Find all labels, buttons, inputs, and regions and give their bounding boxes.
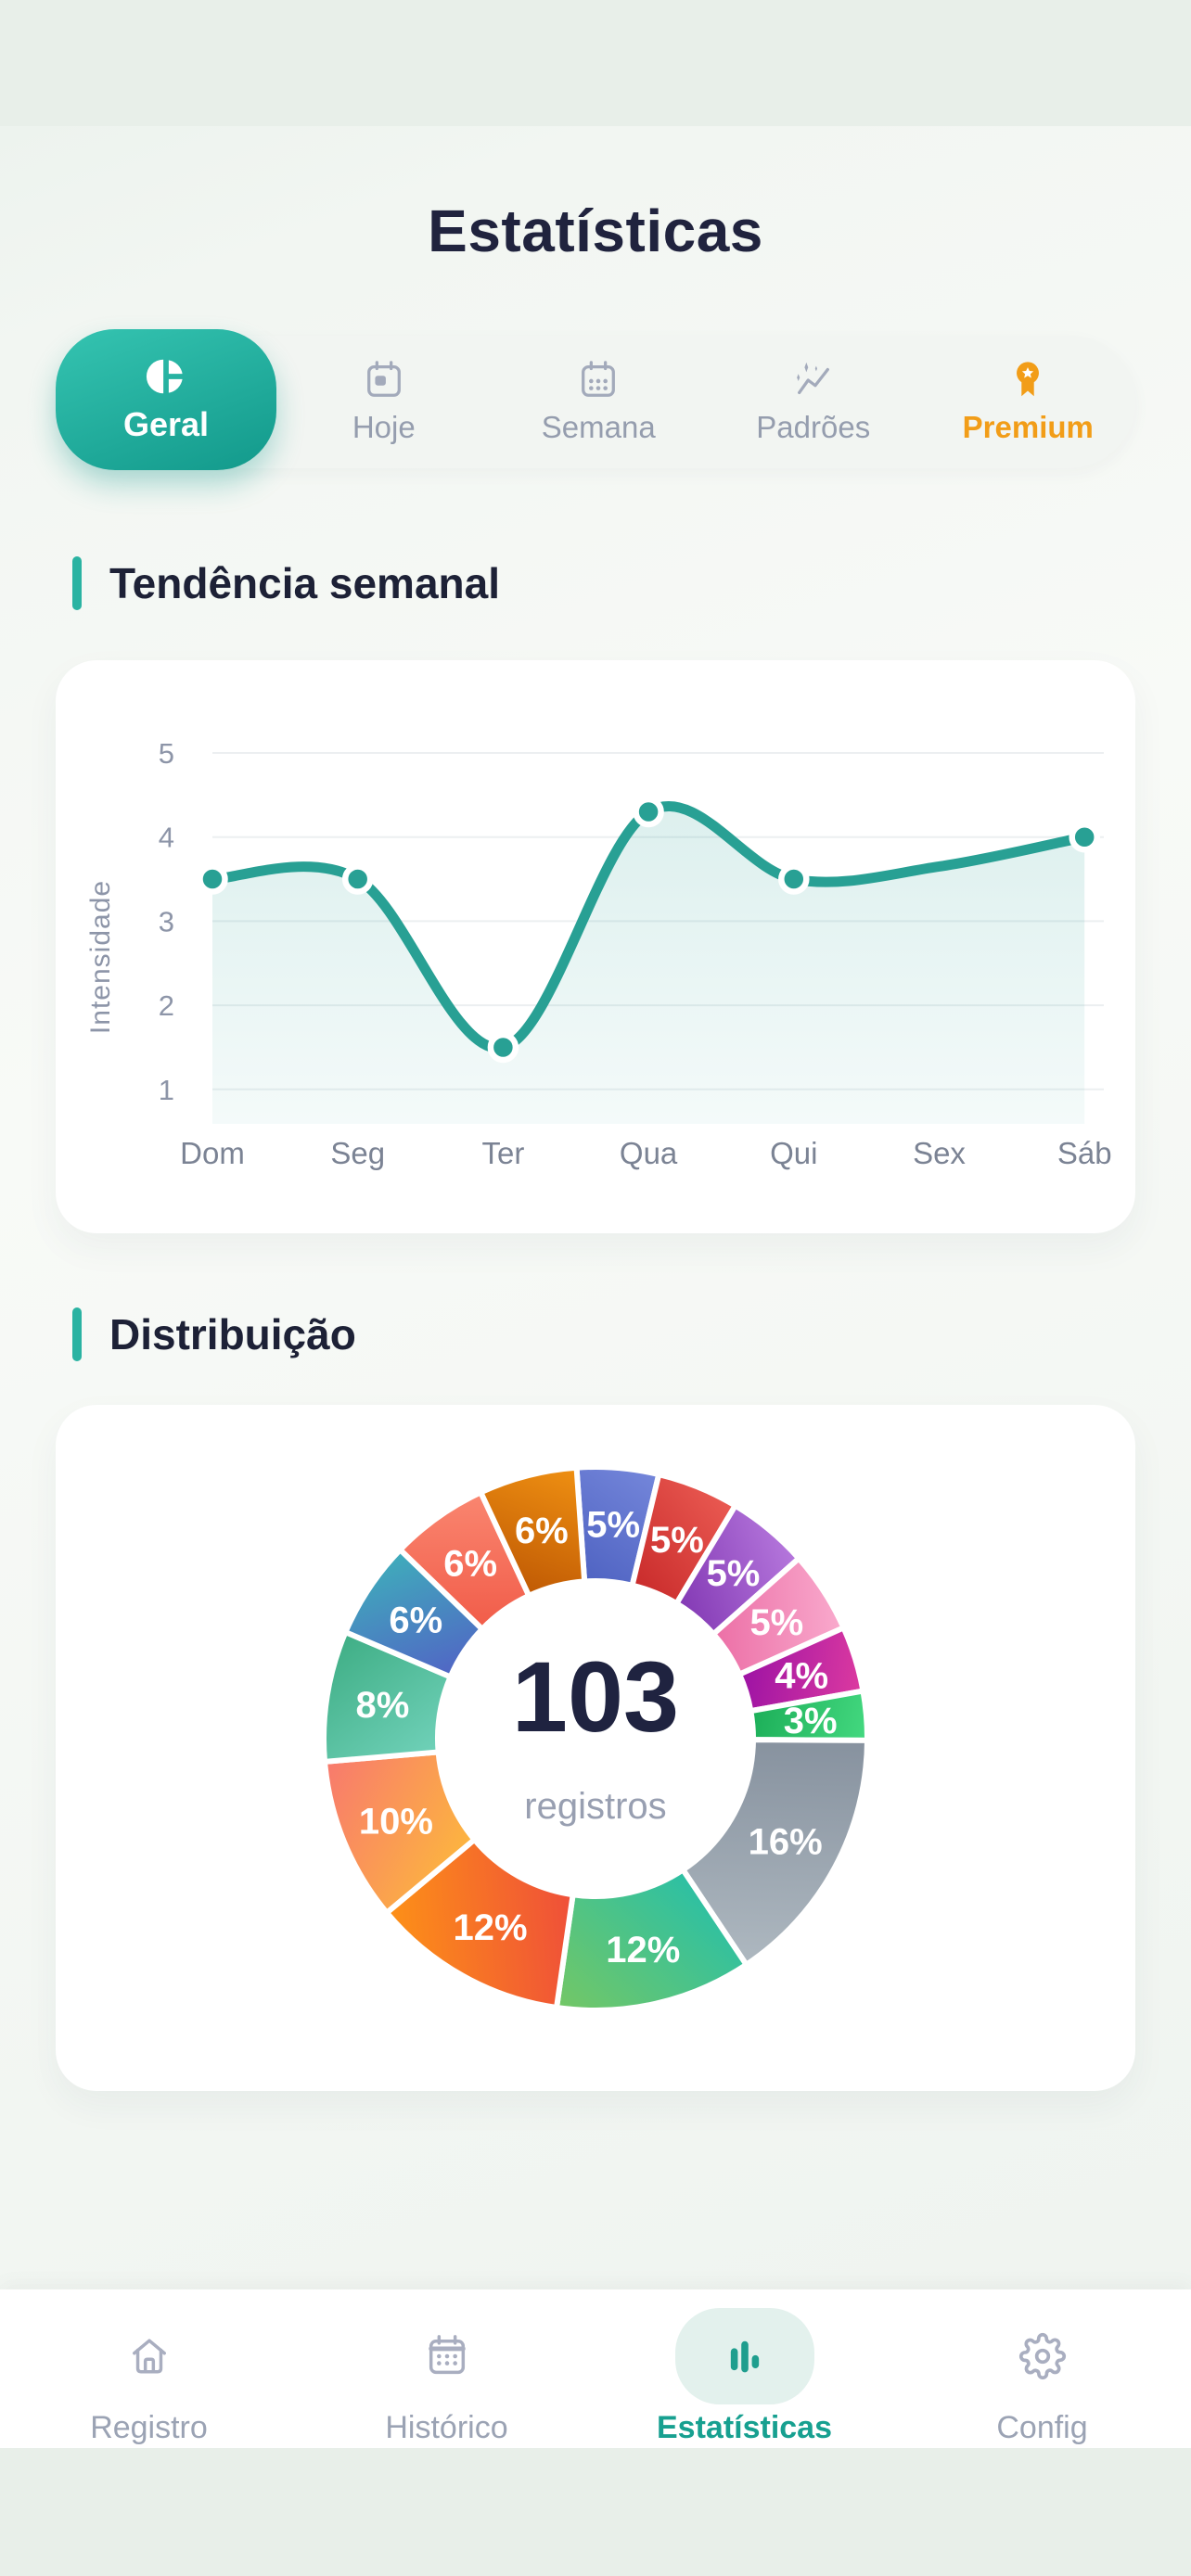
tab-padroes[interactable]: Padrões <box>706 359 921 445</box>
bar-chart-icon <box>674 2308 814 2404</box>
distribution-donut-chart: 5% 5% 5% 5% 4% 3% 16% 12% 12% 10% 8% 6% 6% 6% 103 regis… <box>56 1405 1135 2091</box>
svg-text:Ter: Ter <box>481 1136 524 1170</box>
svg-text:6%: 6% <box>515 1511 569 1551</box>
svg-text:8%: 8% <box>356 1685 410 1726</box>
home-icon <box>80 2308 219 2404</box>
svg-text:12%: 12% <box>454 1907 528 1948</box>
nav-item-estatisticas[interactable]: Estatísticas <box>596 2289 893 2448</box>
nav-label: Estatísticas <box>657 2410 832 2445</box>
svg-text:Qui: Qui <box>770 1136 817 1170</box>
home-indicator-area <box>0 2448 1191 2576</box>
status-bar-area <box>0 0 1191 126</box>
tab-label: Hoje <box>352 410 416 444</box>
svg-text:Sáb: Sáb <box>1057 1136 1112 1170</box>
nav-label: Histórico <box>385 2410 508 2445</box>
tab-premium[interactable]: Premium <box>921 359 1136 445</box>
svg-text:Dom: Dom <box>180 1136 245 1170</box>
svg-text:5: 5 <box>159 737 174 770</box>
svg-text:Intensidade: Intensidade <box>85 880 116 1034</box>
tab-label: Semana <box>541 410 656 444</box>
svg-text:Seg: Seg <box>330 1136 385 1170</box>
svg-text:5%: 5% <box>650 1520 704 1561</box>
svg-text:1: 1 <box>159 1074 174 1106</box>
calendar-history-icon <box>378 2308 517 2404</box>
tab-geral[interactable]: Geral <box>56 329 276 470</box>
section-title: Distribuição <box>109 1310 356 1358</box>
calendar-day-icon <box>363 359 405 402</box>
nav-label: Registro <box>90 2410 208 2445</box>
svg-text:6%: 6% <box>443 1544 497 1585</box>
pie-chart-icon <box>145 355 187 398</box>
svg-text:6%: 6% <box>389 1600 442 1640</box>
bottom-nav: Registro Histórico <box>0 2289 1191 2448</box>
accent-bar <box>72 1307 82 1361</box>
medal-icon <box>1006 359 1049 402</box>
svg-text:4: 4 <box>159 822 174 854</box>
section-trend-heading: Tendência semanal <box>72 556 500 610</box>
page-title: Estatísticas <box>428 198 763 264</box>
tab-label: Premium <box>962 410 1094 444</box>
trend-card: 1 2 3 4 5 Intensidade Dom Seg Ter Qua Qui Sex Sáb <box>56 660 1135 1233</box>
svg-text:Qua: Qua <box>620 1136 678 1170</box>
svg-text:10%: 10% <box>359 1801 433 1842</box>
section-title: Tendência semanal <box>109 559 500 607</box>
trend-line-chart: 1 2 3 4 5 Intensidade Dom Seg Ter Qua Qui Sex Sáb <box>56 660 1135 1233</box>
nav-item-config[interactable]: Config <box>893 2289 1191 2448</box>
svg-text:3%: 3% <box>784 1701 838 1741</box>
gear-icon <box>973 2308 1112 2404</box>
tab-label: Padrões <box>756 410 871 444</box>
tab-label: Geral <box>122 405 210 443</box>
tab-semana[interactable]: Semana <box>492 359 707 445</box>
svg-text:Sex: Sex <box>913 1136 966 1170</box>
nav-item-historico[interactable]: Histórico <box>298 2289 596 2448</box>
svg-text:5%: 5% <box>586 1504 640 1545</box>
accent-bar <box>72 556 82 610</box>
svg-text:16%: 16% <box>749 1821 823 1862</box>
nav-item-registro[interactable]: Registro <box>0 2289 298 2448</box>
calendar-week-icon <box>577 359 620 402</box>
section-distribution-heading: Distribuição <box>72 1307 356 1361</box>
nav-label: Config <box>996 2410 1088 2445</box>
svg-text:5%: 5% <box>707 1553 761 1594</box>
svg-text:4%: 4% <box>775 1656 828 1697</box>
sparkles-trend-icon <box>792 359 835 402</box>
svg-text:2: 2 <box>159 989 174 1022</box>
svg-text:12%: 12% <box>606 1930 680 1970</box>
svg-text:5%: 5% <box>749 1602 803 1643</box>
svg-text:103: 103 <box>512 1640 679 1753</box>
svg-text:registros: registros <box>524 1786 666 1827</box>
tab-hoje[interactable]: Hoje <box>276 359 492 445</box>
svg-text:3: 3 <box>159 905 174 937</box>
distribution-card: 5% 5% 5% 5% 4% 3% 16% 12% 12% 10% 8% 6% 6% 6% 103 regis… <box>56 1405 1135 2091</box>
stats-tab-bar: Geral Hoje <box>56 329 1136 470</box>
